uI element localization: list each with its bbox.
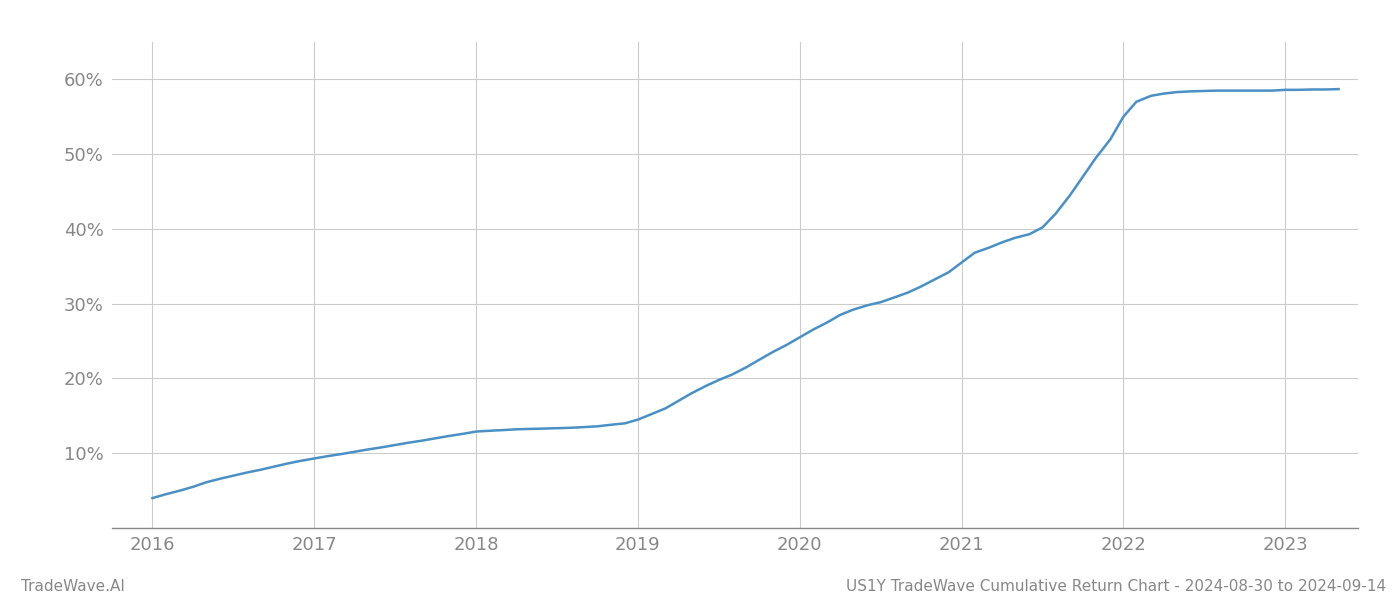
Text: TradeWave.AI: TradeWave.AI bbox=[21, 579, 125, 594]
Text: US1Y TradeWave Cumulative Return Chart - 2024-08-30 to 2024-09-14: US1Y TradeWave Cumulative Return Chart -… bbox=[846, 579, 1386, 594]
